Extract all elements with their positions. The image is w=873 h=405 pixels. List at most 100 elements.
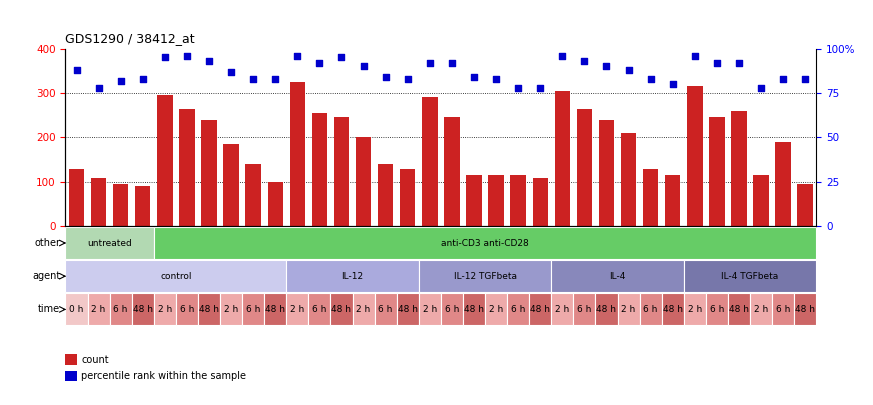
Text: 6 h: 6 h — [379, 305, 393, 314]
Bar — [400, 168, 416, 226]
Text: time: time — [38, 305, 60, 314]
Bar — [794, 294, 816, 325]
Bar — [750, 294, 772, 325]
Bar — [463, 294, 485, 325]
Point — [180, 53, 194, 59]
Bar — [507, 294, 529, 325]
Text: 2 h: 2 h — [622, 305, 636, 314]
Point — [202, 58, 216, 64]
Text: 6 h: 6 h — [246, 305, 260, 314]
Bar — [286, 294, 308, 325]
Text: IL-4: IL-4 — [609, 272, 626, 281]
Text: 48 h: 48 h — [729, 305, 749, 314]
Bar — [574, 294, 595, 325]
Text: 6 h: 6 h — [113, 305, 127, 314]
Text: count: count — [81, 355, 109, 364]
Bar — [684, 260, 816, 292]
Point — [533, 85, 547, 91]
Text: 48 h: 48 h — [265, 305, 285, 314]
Point — [732, 60, 746, 66]
Text: GDS1290 / 38412_at: GDS1290 / 38412_at — [65, 32, 195, 45]
Bar — [444, 117, 459, 226]
Bar — [245, 164, 261, 226]
Point — [577, 58, 591, 64]
Bar — [775, 142, 791, 226]
Bar — [687, 86, 703, 226]
Text: untreated: untreated — [87, 239, 132, 247]
Bar — [135, 186, 150, 226]
Point — [356, 63, 370, 70]
Bar — [69, 168, 84, 226]
Bar — [308, 294, 331, 325]
Bar — [113, 184, 128, 226]
Point — [643, 76, 657, 82]
Point — [379, 74, 393, 80]
Bar — [179, 109, 195, 226]
Text: 2 h: 2 h — [356, 305, 371, 314]
Text: IL-12: IL-12 — [341, 272, 363, 281]
Bar — [533, 177, 548, 226]
Text: 2 h: 2 h — [555, 305, 569, 314]
Text: 6 h: 6 h — [444, 305, 459, 314]
Text: 6 h: 6 h — [643, 305, 658, 314]
Text: other: other — [34, 238, 60, 248]
Text: 2 h: 2 h — [688, 305, 702, 314]
Bar — [202, 120, 217, 226]
Point — [70, 67, 84, 73]
Bar — [91, 177, 107, 226]
Text: 48 h: 48 h — [398, 305, 418, 314]
Point — [92, 85, 106, 91]
Point — [445, 60, 459, 66]
Bar — [157, 95, 173, 226]
Point — [136, 76, 150, 82]
Bar — [333, 117, 349, 226]
Text: 2 h: 2 h — [92, 305, 106, 314]
Text: 6 h: 6 h — [577, 305, 592, 314]
Bar — [551, 294, 574, 325]
Bar — [356, 138, 371, 226]
Point — [401, 76, 415, 82]
Point — [113, 77, 127, 84]
Bar — [154, 294, 175, 325]
Point — [688, 53, 702, 59]
Bar — [267, 182, 283, 226]
Bar — [753, 175, 769, 226]
Point — [246, 76, 260, 82]
Point — [158, 54, 172, 61]
Bar — [419, 294, 441, 325]
Bar — [154, 227, 816, 259]
Bar — [132, 294, 154, 325]
Bar — [87, 294, 110, 325]
Text: 6 h: 6 h — [313, 305, 327, 314]
Bar — [175, 294, 198, 325]
Bar — [65, 227, 154, 259]
Bar — [706, 294, 728, 325]
Text: 2 h: 2 h — [423, 305, 437, 314]
Point — [512, 85, 526, 91]
Bar — [466, 175, 482, 226]
Text: 2 h: 2 h — [158, 305, 172, 314]
Bar — [220, 294, 242, 325]
Text: 48 h: 48 h — [464, 305, 484, 314]
Bar — [529, 294, 551, 325]
Text: control: control — [160, 272, 192, 281]
Text: 0 h: 0 h — [69, 305, 84, 314]
Point — [224, 68, 238, 75]
Bar — [595, 294, 617, 325]
Bar — [554, 91, 570, 226]
Bar — [396, 294, 419, 325]
Bar — [375, 294, 396, 325]
Bar — [662, 294, 684, 325]
Bar — [441, 294, 463, 325]
Bar — [617, 294, 640, 325]
Text: 6 h: 6 h — [710, 305, 724, 314]
Text: 48 h: 48 h — [663, 305, 683, 314]
Text: 48 h: 48 h — [795, 305, 815, 314]
Point — [622, 67, 636, 73]
Bar — [312, 113, 327, 226]
Bar — [110, 294, 132, 325]
Text: 2 h: 2 h — [754, 305, 768, 314]
Point — [268, 76, 282, 82]
Bar — [485, 294, 507, 325]
Bar — [265, 294, 286, 325]
